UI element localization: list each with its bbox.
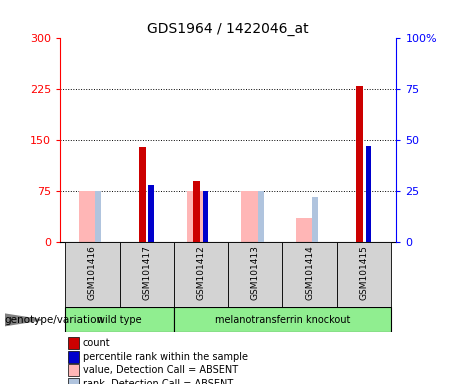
Text: percentile rank within the sample: percentile rank within the sample (83, 352, 248, 362)
Bar (68, 338, 79, 349)
Bar (193, 181, 200, 242)
Text: GSM101417: GSM101417 (142, 245, 151, 300)
Bar (139, 147, 146, 242)
Bar (68, 378, 79, 384)
Bar (95, 191, 101, 242)
Bar (174, 242, 228, 307)
Text: count: count (83, 338, 111, 348)
Bar (120, 242, 174, 307)
Text: GSM101415: GSM101415 (360, 245, 368, 300)
Bar (366, 146, 371, 242)
Bar (242, 191, 260, 242)
Polygon shape (5, 314, 41, 326)
Text: rank, Detection Call = ABSENT: rank, Detection Call = ABSENT (83, 379, 233, 384)
Bar (174, 307, 391, 332)
Bar (79, 191, 98, 242)
Bar (68, 351, 79, 363)
Text: GSM101412: GSM101412 (196, 245, 206, 300)
Bar (148, 185, 154, 242)
Text: GSM101413: GSM101413 (251, 245, 260, 300)
Bar (283, 242, 337, 307)
Bar (65, 242, 120, 307)
Bar (337, 242, 391, 307)
Text: wild type: wild type (97, 314, 142, 325)
Title: GDS1964 / 1422046_at: GDS1964 / 1422046_at (148, 22, 309, 36)
Bar (296, 218, 315, 242)
Bar (356, 86, 363, 242)
Bar (65, 307, 174, 332)
Bar (68, 364, 79, 376)
Bar (187, 191, 206, 242)
Bar (258, 191, 264, 242)
Bar (203, 191, 208, 242)
Bar (228, 242, 283, 307)
Text: genotype/variation: genotype/variation (5, 315, 104, 325)
Text: melanotransferrin knockout: melanotransferrin knockout (215, 314, 350, 325)
Bar (312, 197, 318, 242)
Text: GSM101416: GSM101416 (88, 245, 97, 300)
Text: value, Detection Call = ABSENT: value, Detection Call = ABSENT (83, 365, 238, 375)
Text: GSM101414: GSM101414 (305, 245, 314, 300)
